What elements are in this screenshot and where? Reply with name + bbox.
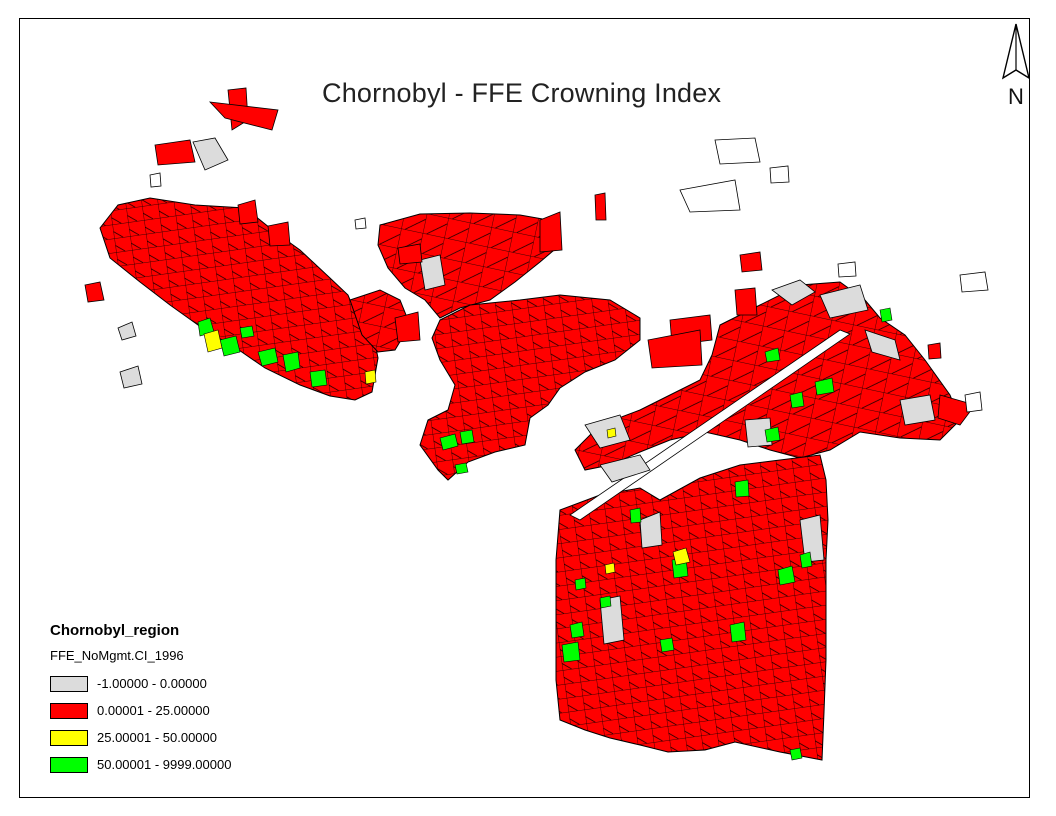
legend-swatch — [50, 756, 88, 773]
north-arrow-icon — [1001, 23, 1031, 80]
legend-swatch — [50, 675, 88, 692]
map-region-west — [99, 197, 379, 401]
legend-swatch — [50, 729, 88, 746]
map-yellow-patches — [203, 329, 691, 575]
map-region-south — [555, 454, 829, 761]
legend-item: 0.00001 - 25.00000 — [50, 697, 231, 724]
map-green-patches — [197, 307, 893, 761]
legend-item: 50.00001 - 9999.00000 — [50, 751, 231, 778]
map-region-central-north — [377, 212, 561, 319]
legend-item-label: 50.00001 - 9999.00000 — [97, 757, 232, 772]
legend-layer-name: Chornobyl_region — [50, 622, 180, 639]
map-title: Chornobyl - FFE Crowning Index — [322, 78, 722, 108]
map-outline-fragments — [149, 137, 989, 413]
legend-item-label: 0.00001 - 25.00000 — [97, 703, 210, 718]
map-region-central — [419, 294, 641, 481]
legend-swatch — [50, 702, 88, 719]
legend-item: -1.00000 - 0.00000 — [50, 670, 231, 697]
map-legend: Chornobyl_region FFE_NoMgmt.CI_1996 -1.0… — [50, 622, 231, 778]
legend-field-name: FFE_NoMgmt.CI_1996 — [50, 648, 184, 663]
legend-item: 25.00001 - 50.00000 — [50, 724, 231, 751]
north-label: N — [1008, 84, 1024, 109]
legend-item-label: 25.00001 - 50.00000 — [97, 730, 217, 745]
legend-item-label: -1.00000 - 0.00000 — [97, 676, 207, 691]
map-gray-patches — [117, 137, 936, 645]
map-red-outliers — [84, 87, 976, 426]
